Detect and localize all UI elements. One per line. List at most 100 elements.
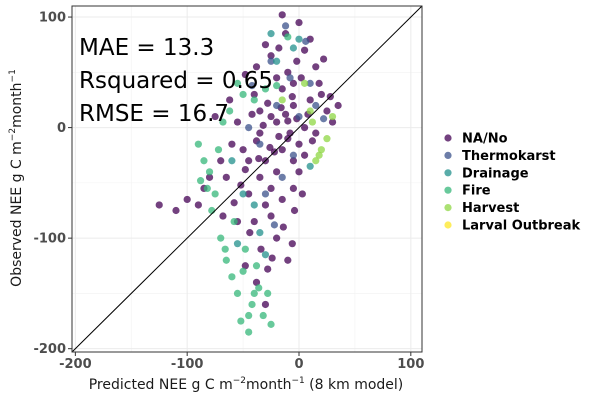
legend-marker bbox=[444, 134, 452, 142]
data-point bbox=[183, 195, 191, 204]
data-point bbox=[255, 284, 263, 292]
data-point bbox=[208, 206, 216, 215]
data-point bbox=[289, 44, 298, 52]
data-point bbox=[155, 201, 163, 209]
data-point bbox=[302, 37, 310, 45]
data-point bbox=[306, 96, 314, 104]
x-tick-label: 0 bbox=[294, 357, 303, 372]
data-point bbox=[306, 107, 314, 115]
legend-marker bbox=[444, 151, 452, 159]
data-point bbox=[300, 79, 309, 87]
data-point bbox=[203, 184, 211, 192]
data-point bbox=[196, 177, 205, 185]
data-point bbox=[237, 317, 245, 325]
data-point bbox=[261, 251, 270, 259]
data-point bbox=[259, 311, 267, 320]
legend-label: Harvest bbox=[462, 201, 519, 216]
data-point bbox=[211, 112, 219, 121]
data-point bbox=[211, 190, 219, 198]
data-point bbox=[267, 52, 275, 60]
data-point bbox=[315, 79, 323, 87]
data-point bbox=[295, 168, 303, 176]
data-point bbox=[267, 57, 275, 65]
data-point bbox=[273, 118, 281, 126]
x-tick-label: 100 bbox=[397, 357, 424, 372]
data-point bbox=[273, 168, 281, 176]
data-point bbox=[256, 140, 264, 148]
data-point bbox=[297, 74, 305, 82]
y-tick-label: -100 bbox=[33, 232, 66, 247]
data-point bbox=[252, 63, 261, 71]
data-point bbox=[245, 328, 253, 336]
legend-marker bbox=[444, 169, 452, 177]
data-point bbox=[217, 157, 225, 165]
data-point bbox=[300, 151, 309, 159]
data-point bbox=[284, 33, 292, 41]
y-tick-label: -200 bbox=[33, 342, 66, 357]
data-point bbox=[266, 143, 274, 152]
data-point bbox=[267, 320, 275, 328]
data-point bbox=[275, 44, 283, 52]
data-point bbox=[248, 300, 256, 309]
x-tick-label: -100 bbox=[171, 357, 204, 372]
legend-marker bbox=[444, 221, 452, 229]
data-point bbox=[239, 190, 247, 198]
data-point bbox=[228, 157, 236, 165]
data-point bbox=[295, 18, 303, 27]
data-point bbox=[264, 265, 272, 273]
data-point bbox=[261, 85, 270, 93]
data-point bbox=[226, 96, 234, 104]
axes: -200 -100 0 100 -200 -100 0 100 bbox=[33, 11, 424, 372]
data-point bbox=[226, 107, 234, 115]
legend-label: Drainage bbox=[462, 166, 529, 181]
data-point bbox=[298, 190, 306, 198]
data-points bbox=[155, 11, 342, 336]
data-point bbox=[233, 79, 242, 87]
data-point bbox=[257, 245, 265, 253]
data-point bbox=[306, 79, 314, 87]
data-point bbox=[312, 101, 320, 110]
legend-label: Larval Outbreak bbox=[462, 219, 581, 234]
data-point bbox=[239, 267, 247, 275]
data-point bbox=[233, 118, 242, 126]
data-point bbox=[233, 289, 242, 298]
data-point bbox=[284, 68, 292, 76]
data-point bbox=[312, 129, 320, 137]
data-point bbox=[284, 117, 292, 125]
data-point bbox=[172, 206, 180, 215]
data-point bbox=[252, 262, 261, 270]
data-point bbox=[267, 184, 275, 192]
data-point bbox=[273, 57, 281, 65]
data-point bbox=[264, 289, 272, 298]
rsquared-annotation: Rsquared = 0.65 bbox=[79, 68, 273, 94]
data-point bbox=[312, 63, 320, 71]
data-point bbox=[250, 289, 258, 298]
data-point bbox=[268, 254, 276, 262]
data-point bbox=[289, 157, 298, 165]
data-point bbox=[308, 137, 317, 145]
data-point bbox=[278, 146, 286, 154]
data-point bbox=[250, 90, 258, 99]
data-point bbox=[256, 173, 264, 181]
data-point bbox=[267, 30, 275, 38]
data-point bbox=[250, 96, 258, 104]
data-point bbox=[230, 199, 238, 207]
data-point bbox=[250, 201, 258, 209]
data-point bbox=[267, 212, 275, 220]
data-point bbox=[289, 184, 298, 192]
data-point bbox=[319, 115, 328, 123]
legend-label: NA/No bbox=[462, 132, 508, 147]
data-point bbox=[217, 234, 225, 242]
data-point bbox=[289, 101, 298, 110]
data-point bbox=[270, 221, 278, 229]
data-point bbox=[289, 151, 298, 159]
data-point bbox=[205, 168, 214, 176]
data-point bbox=[300, 46, 309, 54]
data-point bbox=[288, 240, 296, 248]
data-point bbox=[239, 90, 247, 99]
data-point bbox=[256, 129, 264, 137]
data-point bbox=[279, 223, 287, 231]
data-point bbox=[278, 11, 286, 19]
legend: NA/No Thermokarst Drainage Fire Harvest Larva… bbox=[444, 132, 581, 234]
